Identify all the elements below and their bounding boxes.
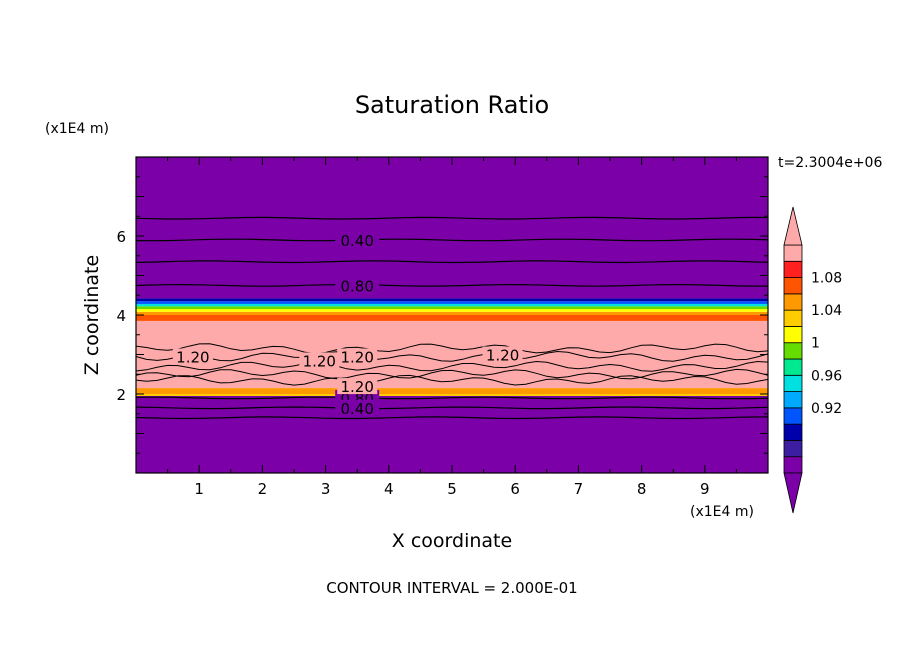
field-band bbox=[136, 306, 768, 310]
z-tick-label: 2 bbox=[116, 386, 126, 404]
contour-1-20-label: 1.20 bbox=[303, 352, 336, 370]
x-tick-label: 5 bbox=[447, 480, 457, 498]
z-axis-label: Z coordinate bbox=[81, 255, 103, 375]
contour-line bbox=[135, 216, 769, 220]
colorbar-swatch bbox=[783, 260, 803, 278]
field-band bbox=[136, 301, 768, 304]
contour-label: 0.80 bbox=[340, 277, 373, 295]
field-band bbox=[136, 320, 768, 389]
contour-label-bg bbox=[335, 231, 380, 248]
contour-1-20-label-bg bbox=[482, 346, 523, 363]
colorbar-label: 1.04 bbox=[811, 303, 842, 319]
field-band bbox=[136, 315, 768, 321]
x-tick-label: 1 bbox=[194, 480, 204, 498]
field-band bbox=[136, 311, 768, 315]
colorbar-swatch bbox=[783, 342, 803, 360]
x-tick-label: 6 bbox=[510, 480, 520, 498]
contour-1-20-line bbox=[135, 360, 769, 372]
x-tick-label: 7 bbox=[574, 480, 584, 498]
contour-line bbox=[135, 396, 769, 400]
field-band bbox=[136, 309, 768, 312]
contour-1-20-label: 1.20 bbox=[340, 378, 373, 396]
contour-label-bg bbox=[335, 277, 380, 294]
x-tick-label: 3 bbox=[321, 480, 331, 498]
contour-line bbox=[135, 238, 769, 242]
colorbar-label: 1.08 bbox=[811, 271, 842, 287]
x-tick-label: 9 bbox=[700, 480, 710, 498]
colorbar-top-arrow bbox=[783, 206, 803, 246]
contour-label: 0.40 bbox=[340, 400, 373, 418]
contour-1-20-label: 1.20 bbox=[340, 348, 373, 366]
field-band bbox=[136, 303, 768, 307]
colorbar-swatch bbox=[783, 407, 803, 425]
colorbar-swatch bbox=[783, 277, 803, 295]
contour-line bbox=[135, 283, 768, 287]
field-band bbox=[136, 395, 768, 473]
colorbar-label: 0.96 bbox=[811, 368, 842, 384]
z-tick-label: 4 bbox=[116, 307, 126, 325]
field-band bbox=[136, 157, 768, 299]
contour-interval-note: CONTOUR INTERVAL = 2.000E-01 bbox=[326, 579, 577, 597]
time-label: t=2.3004e+06 bbox=[778, 155, 882, 171]
contour-1-20-label-bg bbox=[337, 378, 378, 395]
field-band bbox=[136, 388, 768, 394]
z-tick-label: 6 bbox=[116, 228, 126, 246]
x-tick-label: 4 bbox=[384, 480, 394, 498]
contour-line bbox=[135, 416, 769, 420]
colorbar-swatch bbox=[783, 358, 803, 376]
colorbar-swatch bbox=[783, 423, 803, 441]
contour-1-20-line bbox=[135, 374, 769, 386]
contour-1-20-line bbox=[135, 368, 769, 380]
colorbar-label: 1 bbox=[811, 336, 820, 352]
colorbar-swatch bbox=[783, 326, 803, 344]
contour-label: 0.40 bbox=[340, 232, 373, 250]
x-unit-label: (x1E4 m) bbox=[690, 504, 754, 520]
chart-title: Saturation Ratio bbox=[355, 91, 549, 119]
field-band bbox=[136, 394, 768, 396]
x-axis-label: X coordinate bbox=[392, 530, 512, 552]
contour-1-20-label-bg bbox=[299, 352, 340, 369]
colorbar: 1.08 1.04 1 0.96 0.92 bbox=[783, 206, 842, 514]
x-tick-label: 2 bbox=[258, 480, 268, 498]
colorbar-swatch bbox=[783, 244, 803, 262]
colorbar-bottom-arrow bbox=[783, 472, 803, 514]
field-band bbox=[136, 298, 768, 302]
colorbar-swatch bbox=[783, 293, 803, 311]
contour-1-20-label: 1.20 bbox=[486, 347, 519, 365]
x-axis-ticks: 1 2 3 4 5 6 7 8 9 bbox=[167, 157, 737, 498]
contour-1-20-line bbox=[135, 343, 769, 355]
contour-1-20-line bbox=[135, 350, 769, 362]
contour-lines: 0.400.800.800.401.20 1.20 1.20 1.201.20 bbox=[135, 216, 769, 420]
contour-1-20-label-bg bbox=[337, 348, 378, 365]
colorbar-label: 0.92 bbox=[811, 401, 842, 417]
z-unit-label: (x1E4 m) bbox=[45, 121, 109, 137]
contour-line bbox=[135, 406, 769, 410]
contour-label-bg bbox=[335, 399, 380, 416]
contour-line bbox=[135, 260, 769, 264]
x-tick-label: 8 bbox=[637, 480, 647, 498]
colorbar-swatch bbox=[783, 391, 803, 409]
field-layers bbox=[136, 157, 768, 473]
contour-1-20-label-bg bbox=[172, 348, 213, 365]
colorbar-swatch bbox=[783, 374, 803, 392]
colorbar-swatch bbox=[783, 456, 803, 474]
z-axis-ticks: 2 4 6 bbox=[116, 176, 768, 454]
contour-1-20-label: 1.20 bbox=[176, 348, 209, 366]
colorbar-swatch bbox=[783, 440, 803, 458]
colorbar-swatch bbox=[783, 309, 803, 327]
